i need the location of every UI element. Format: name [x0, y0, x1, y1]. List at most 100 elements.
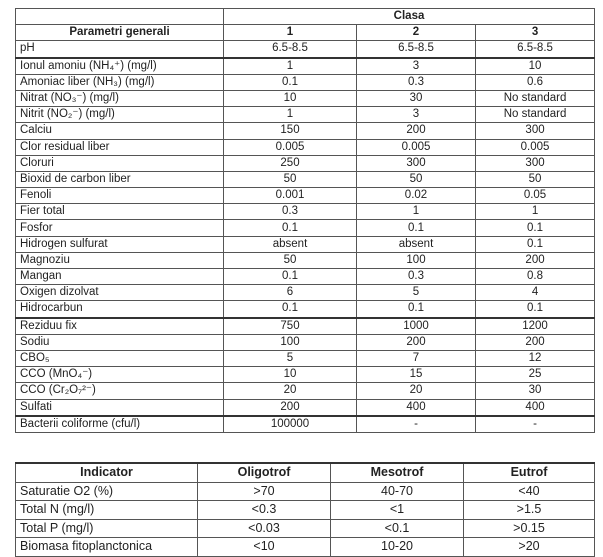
parameter-name: Nitrit (NO₂⁻) (mg/l) — [15, 106, 224, 124]
parameter-name: pH — [15, 40, 224, 59]
parameter-name: Sulfati — [15, 398, 224, 417]
value-cell: 30 — [356, 89, 476, 108]
value-cell: 50 — [356, 170, 476, 189]
value-cell: <0.3 — [197, 500, 331, 520]
table-row: CBO₅ 5 7 12 — [15, 349, 596, 368]
parameter-name: Mangan — [15, 267, 224, 286]
value-cell: 100 — [223, 333, 357, 351]
value-cell: 300 — [474, 154, 596, 172]
value-cell: 15 — [356, 366, 476, 384]
table-row: CCO (Cr₂O₇²⁻) 20 20 30 — [15, 382, 596, 400]
value-cell: 40-70 — [330, 481, 464, 501]
parameter-name: Total N (mg/l) — [15, 500, 198, 520]
value-cell: absent — [223, 235, 357, 253]
value-cell: 0.6 — [474, 73, 596, 91]
value-cell: 150 — [223, 122, 357, 140]
value-cell: 200 — [474, 251, 596, 270]
value-cell: absent — [356, 235, 476, 253]
value-cell: <0.1 — [330, 518, 464, 538]
value-cell: 50 — [223, 251, 357, 270]
value-cell: 1 — [223, 57, 357, 75]
class-3-header: 3 — [474, 24, 596, 42]
table-row: Total P (mg/l) <0.03 <0.1 >0.15 — [15, 518, 595, 538]
table-row: Magnoziu 50 100 200 — [15, 251, 596, 270]
table-row: CCO (MnO₄⁻) 10 15 25 — [15, 366, 596, 384]
value-cell: 0.1 — [223, 300, 357, 319]
parameter-name: Bioxid de carbon liber — [15, 170, 224, 189]
value-cell: 1200 — [474, 317, 596, 335]
value-cell: 10 — [474, 57, 596, 75]
value-cell: >1.5 — [463, 500, 595, 520]
oligotrof-header: Oligotrof — [197, 462, 331, 483]
value-cell: <10 — [197, 537, 331, 557]
value-cell: 20 — [356, 382, 476, 400]
value-cell: 300 — [356, 154, 476, 172]
mesotrof-header: Mesotrof — [330, 462, 464, 483]
value-cell: <40 — [463, 481, 595, 501]
table-row: Fosfor 0.1 0.1 0.1 — [15, 219, 596, 237]
value-cell: 7 — [356, 349, 476, 368]
value-cell: 0.005 — [223, 138, 357, 156]
class-header: Clasa — [222, 7, 596, 26]
value-cell: No standard — [474, 106, 596, 124]
value-cell: >70 — [197, 481, 331, 501]
parameter-name: Nitrat (NO₃⁻) (mg/l) — [15, 89, 224, 108]
value-cell: 200 — [356, 122, 476, 140]
table-row: Reziduu fix 750 1000 1200 — [15, 317, 596, 335]
value-cell: 6.5-8.5 — [223, 40, 357, 59]
value-cell: 200 — [223, 398, 357, 417]
class-1-header: 1 — [223, 24, 357, 42]
parameter-name: Fosfor — [15, 219, 224, 237]
value-cell: >20 — [463, 537, 595, 557]
value-cell: 0.02 — [356, 187, 476, 205]
parameter-name: Sodiu — [15, 333, 224, 351]
value-cell: 0.05 — [474, 187, 596, 205]
value-cell: 0.1 — [474, 235, 596, 253]
value-cell: 0.005 — [356, 138, 476, 156]
value-cell: 50 — [474, 170, 596, 189]
value-cell: 0.1 — [223, 267, 357, 286]
table-row: Mangan 0.1 0.3 0.8 — [15, 267, 596, 286]
parameter-name: Cloruri — [15, 154, 224, 172]
value-cell: >0.15 — [463, 518, 595, 538]
table-row: Oxigen dizolvat 6 5 4 — [15, 284, 596, 302]
parameter-name: Fier total — [15, 203, 224, 221]
table-row: Bioxid de carbon liber 50 50 50 — [15, 170, 596, 189]
value-cell: 0.3 — [356, 267, 476, 286]
class-2-header: 2 — [356, 24, 476, 42]
value-cell: - — [356, 415, 476, 433]
value-cell: 4 — [474, 284, 596, 302]
table-row: Cloruri 250 300 300 — [15, 154, 596, 172]
parameter-name: Hidrocarbun — [15, 300, 224, 319]
parameter-name: Ionul amoniu (NH₄⁺) (mg/l) — [15, 57, 224, 75]
table-row: Fier total 0.3 1 1 — [15, 203, 596, 221]
table-row: Calciu 150 200 300 — [15, 122, 596, 140]
value-cell: 10 — [223, 89, 357, 108]
parameter-name: CCO (MnO₄⁻) — [15, 366, 224, 384]
value-cell: 50 — [223, 170, 357, 189]
parameter-name: Magnoziu — [15, 251, 224, 270]
value-cell: 0.001 — [223, 187, 357, 205]
value-cell: 6.5-8.5 — [356, 40, 476, 59]
value-cell: <0.03 — [197, 518, 331, 538]
parameter-name: Saturatie O2 (%) — [15, 481, 198, 501]
value-cell: 250 — [223, 154, 357, 172]
eutrof-header: Eutrof — [463, 462, 595, 483]
indicator-header: Indicator — [15, 462, 198, 483]
value-cell: 20 — [223, 382, 357, 400]
parameter-name: Reziduu fix — [15, 317, 224, 335]
table-row: Nitrat (NO₃⁻) (mg/l) 10 30 No standard — [15, 89, 596, 108]
value-cell: 400 — [356, 398, 476, 417]
empty-corner-cell — [15, 7, 224, 26]
value-cell: 100000 — [223, 415, 357, 433]
parameter-name: CBO₅ — [15, 349, 224, 368]
value-cell: 750 — [223, 317, 357, 335]
param-header: Parametri generali — [15, 24, 224, 42]
table-row: Saturatie O2 (%) >70 40-70 <40 — [15, 481, 595, 501]
value-cell: 0.1 — [223, 219, 357, 237]
value-cell: 0.8 — [474, 267, 596, 286]
parameter-name: Amoniac liber (NH₃) (mg/l) — [15, 73, 224, 91]
value-cell: 200 — [474, 333, 596, 351]
value-cell: 0.1 — [356, 219, 476, 237]
value-cell: No standard — [474, 89, 596, 108]
